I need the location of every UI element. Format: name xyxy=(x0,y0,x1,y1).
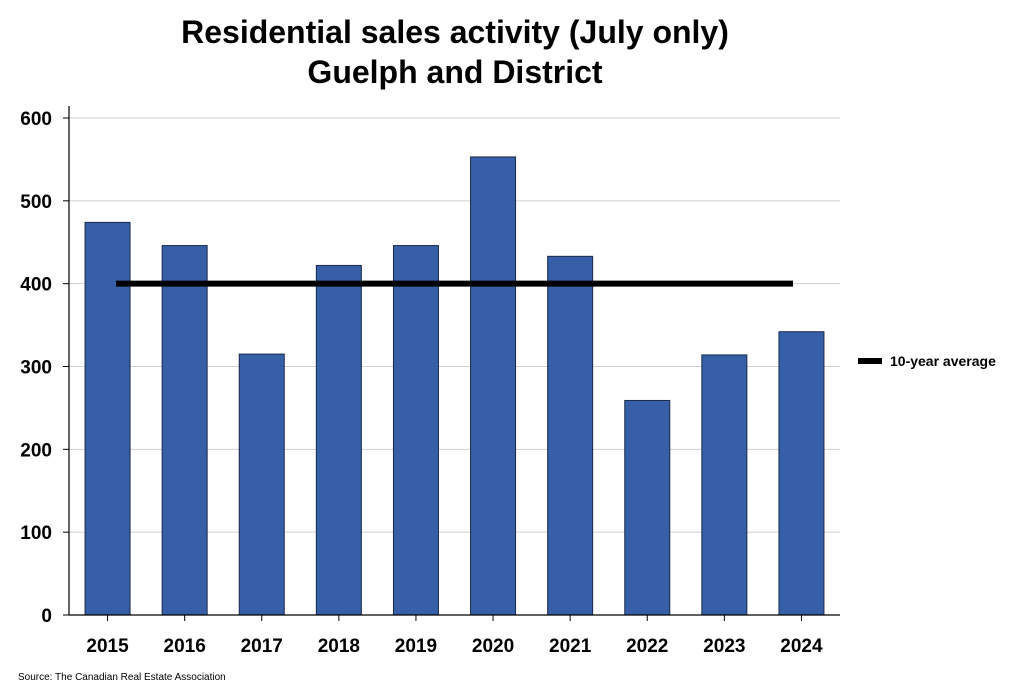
y-axis-ticks: 0 100 200 300 400 500 600 xyxy=(20,109,69,627)
bars xyxy=(84,156,825,616)
x-tick-label-2015: 2015 xyxy=(86,636,129,657)
x-tick-label-2017: 2017 xyxy=(241,636,283,657)
source-note: Source: The Canadian Real Estate Associa… xyxy=(18,672,226,683)
x-tick-label-2018: 2018 xyxy=(318,636,360,657)
bar-2016 xyxy=(161,245,208,616)
bar-2015 xyxy=(84,221,131,616)
x-tick-label-2021: 2021 xyxy=(549,636,592,657)
y-tick-label-200: 200 xyxy=(20,440,52,461)
chart-title-line-2: Guelph and District xyxy=(307,54,603,90)
bar-2023 xyxy=(701,354,748,616)
x-tick-label-2023: 2023 xyxy=(703,636,745,657)
bar-2024 xyxy=(778,331,825,616)
axes xyxy=(68,106,840,616)
legend-label: 10-year average xyxy=(890,353,996,369)
y-tick-label-600: 600 xyxy=(20,109,52,130)
bar-2022 xyxy=(624,399,671,616)
x-axis-ticks: 2015 2016 2017 2018 2019 2020 2021 2022 2023 2024 xyxy=(86,615,823,657)
x-tick-label-2022: 2022 xyxy=(626,636,668,657)
legend-line-swatch xyxy=(858,358,882,364)
y-tick-label-0: 0 xyxy=(41,606,52,627)
x-tick-label-2019: 2019 xyxy=(395,636,437,657)
bar-2021 xyxy=(547,255,594,616)
y-tick-label-100: 100 xyxy=(20,523,52,544)
x-tick-label-2016: 2016 xyxy=(164,636,206,657)
bar-2018 xyxy=(315,264,362,616)
bar-2017 xyxy=(238,353,285,616)
y-tick-label-500: 500 xyxy=(20,192,52,213)
x-tick-label-2024: 2024 xyxy=(780,636,823,657)
legend: 10-year average xyxy=(858,351,996,371)
y-tick-label-300: 300 xyxy=(20,358,52,379)
x-tick-label-2020: 2020 xyxy=(472,636,514,657)
bar-2019 xyxy=(392,245,439,616)
bar-2020 xyxy=(470,156,517,616)
chart-title: Residential sales activity (July only) G… xyxy=(0,12,910,92)
y-tick-label-400: 400 xyxy=(20,275,52,296)
chart-title-line-1: Residential sales activity (July only) xyxy=(181,14,729,50)
